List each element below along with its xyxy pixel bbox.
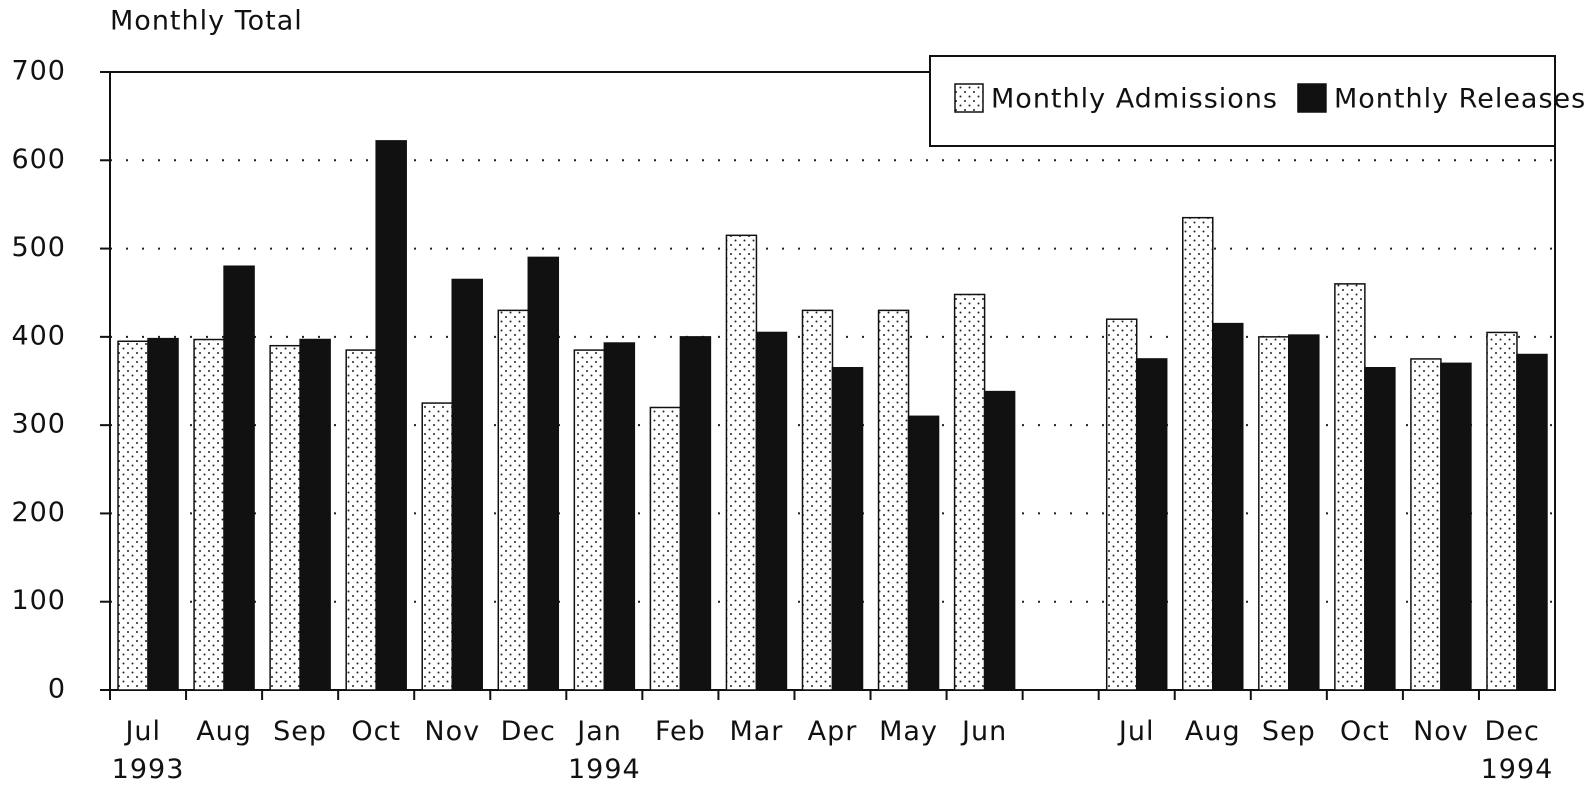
bar — [801, 309, 834, 691]
legend-label: Monthly Admissions — [991, 84, 1278, 115]
y-tick-label: 500 — [11, 232, 66, 263]
bar — [1410, 358, 1442, 691]
bar — [877, 309, 910, 691]
bar — [1364, 367, 1396, 691]
bar — [907, 415, 940, 691]
bar — [421, 402, 453, 691]
y-axis-label: Monthly Total — [110, 6, 303, 37]
x-tick-label: Mar — [729, 716, 783, 747]
x-tick-label: Apr — [808, 716, 858, 747]
bar — [375, 140, 407, 691]
x-tick-label: Dec — [501, 716, 556, 747]
y-tick-label: 300 — [11, 409, 66, 440]
bar — [831, 367, 864, 691]
x-tick-label: Dec 1994 — [1481, 716, 1554, 785]
x-tick-label: Sep — [1262, 716, 1316, 747]
x-tick-label: Jun — [960, 716, 1007, 747]
bar — [1212, 322, 1244, 691]
bar — [1486, 331, 1518, 691]
legend-box — [929, 55, 1556, 147]
x-tick-label: Jul 1993 — [112, 716, 185, 785]
y-tick-label: 700 — [11, 56, 66, 87]
bar — [117, 340, 149, 691]
y-tick-label: 0 — [48, 674, 66, 705]
bar — [269, 344, 301, 691]
bar — [1182, 216, 1214, 691]
bar — [451, 278, 483, 691]
bar — [345, 349, 377, 691]
bar — [1516, 353, 1548, 691]
y-tick-label: 200 — [11, 497, 66, 528]
bar — [497, 309, 530, 691]
bar — [603, 342, 636, 691]
x-tick-label: Oct — [351, 716, 401, 747]
legend-swatch — [1297, 83, 1327, 113]
bar — [147, 337, 179, 691]
bar — [725, 234, 758, 691]
bar — [1135, 358, 1168, 691]
bar — [679, 336, 712, 691]
y-tick-label: 400 — [11, 320, 66, 351]
bar — [299, 338, 331, 691]
y-tick-label: 600 — [11, 144, 66, 175]
x-tick-label: Sep — [273, 716, 327, 747]
bar — [755, 331, 788, 691]
bar — [1334, 283, 1366, 691]
x-tick-label: Nov — [1413, 716, 1469, 747]
bar — [223, 265, 255, 691]
y-tick-label: 100 — [11, 585, 66, 616]
legend-swatch — [954, 83, 984, 113]
bar — [983, 390, 1016, 691]
bar — [527, 256, 560, 691]
bar — [1105, 318, 1138, 691]
bar — [1440, 362, 1472, 691]
x-tick-label: Feb — [655, 716, 706, 747]
legend-label: Monthly Releases — [1334, 84, 1586, 115]
bar — [1258, 336, 1290, 691]
x-tick-label: May — [879, 716, 938, 747]
bar — [1288, 334, 1320, 691]
x-tick-label: Jul — [1117, 716, 1155, 747]
bar — [649, 406, 682, 691]
bar — [953, 293, 986, 691]
x-tick-label: Oct — [1340, 716, 1390, 747]
bar — [193, 338, 225, 691]
x-tick-label: Nov — [424, 716, 480, 747]
x-tick-label: Jan 1994 — [568, 716, 641, 785]
bar — [573, 349, 606, 691]
x-tick-label: Aug — [196, 716, 252, 747]
x-tick-label: Aug — [1185, 716, 1241, 747]
